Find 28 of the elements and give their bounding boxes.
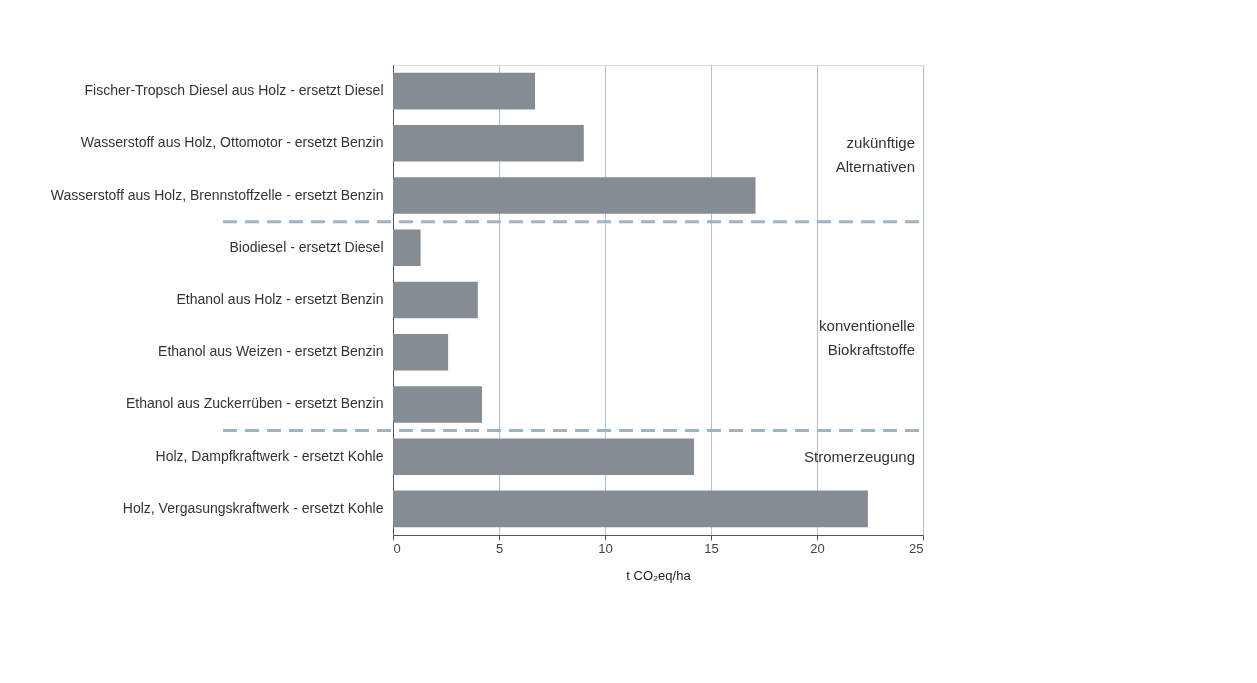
x-tick-label: 0 (393, 540, 401, 556)
y-tick-label: Ethanol aus Holz - ersetzt Benzin (176, 291, 384, 307)
y-tick-label: Wasserstoff aus Holz, Ottomotor - ersetzt Benzin (80, 134, 384, 151)
bar (393, 438, 695, 475)
y-tick-label: Holz, Vergasungskraftwerk - ersetzt Kohle (122, 499, 384, 516)
x-tick-label: 5 (495, 540, 504, 556)
bar (393, 177, 756, 214)
bar (393, 72, 536, 110)
y-tick-label: Fischer-Tropsch Diesel aus Holz - ersetzt Diesel (84, 82, 384, 99)
bar (393, 125, 584, 162)
x-tick-label: 20 (810, 540, 825, 556)
bar (393, 229, 421, 267)
y-tick-label: Ethanol aus Zuckerrüben - ersetzt Benzin (125, 395, 384, 412)
y-tick-label: Biodiesel - ersetzt Diesel (229, 238, 384, 255)
x-tick-label: 15 (704, 540, 719, 556)
x-axis-title: t CO₂eq/ha (626, 567, 692, 583)
x-tick-label: 25 (909, 540, 924, 556)
y-tick-label: Holz, Dampfkraftwerk - ersetzt Kohle (155, 447, 384, 464)
annotation: zukünftige Alternativen (835, 134, 915, 176)
annotation: Stromerzeugung (804, 447, 915, 465)
annotation: konventionelle Biokraftstoffe (819, 317, 915, 359)
x-tick-label: 10 (598, 540, 613, 556)
bar (393, 386, 483, 423)
bar (393, 490, 868, 528)
y-tick-label: Wasserstoff aus Holz, Brennstoffzelle - ersetzt Benzin (50, 186, 384, 203)
bar (393, 281, 478, 319)
y-tick-label: Ethanol aus Weizen - ersetzt Benzin (158, 343, 384, 360)
bar (393, 333, 449, 371)
